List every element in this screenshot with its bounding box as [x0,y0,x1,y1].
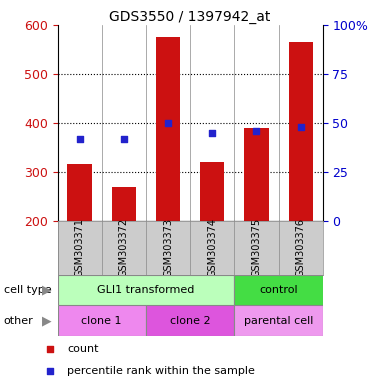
Text: cell type: cell type [4,285,51,295]
Text: GLI1 transformed: GLI1 transformed [97,285,195,295]
Text: control: control [259,285,298,295]
Bar [244,128,269,221]
Bar [68,164,92,221]
Bar [156,37,180,221]
Point [121,136,127,142]
Text: GSM303376: GSM303376 [296,218,306,277]
Point [298,124,303,130]
Text: GSM303374: GSM303374 [207,218,217,277]
Bar [234,305,323,336]
Text: GSM303375: GSM303375 [252,218,262,277]
Text: ▶: ▶ [42,314,51,327]
Text: GSM303373: GSM303373 [163,218,173,277]
Text: count: count [68,344,99,354]
Point [47,367,53,374]
Text: percentile rank within the sample: percentile rank within the sample [68,366,255,376]
Point [209,130,215,136]
Point [165,120,171,126]
Text: ▶: ▶ [42,283,51,296]
Text: clone 2: clone 2 [170,316,210,326]
Text: GSM303371: GSM303371 [75,218,85,277]
Point [47,346,53,353]
Text: other: other [4,316,33,326]
Bar [146,305,234,336]
Title: GDS3550 / 1397942_at: GDS3550 / 1397942_at [109,10,271,24]
Text: parental cell: parental cell [244,316,313,326]
Point [253,127,259,134]
Bar [289,42,313,221]
Text: GSM303372: GSM303372 [119,218,129,277]
Bar [112,187,136,221]
Bar [200,162,224,221]
Bar [234,275,323,305]
Bar [58,305,146,336]
Bar [58,275,234,305]
Text: clone 1: clone 1 [82,316,122,326]
Point [77,136,83,142]
